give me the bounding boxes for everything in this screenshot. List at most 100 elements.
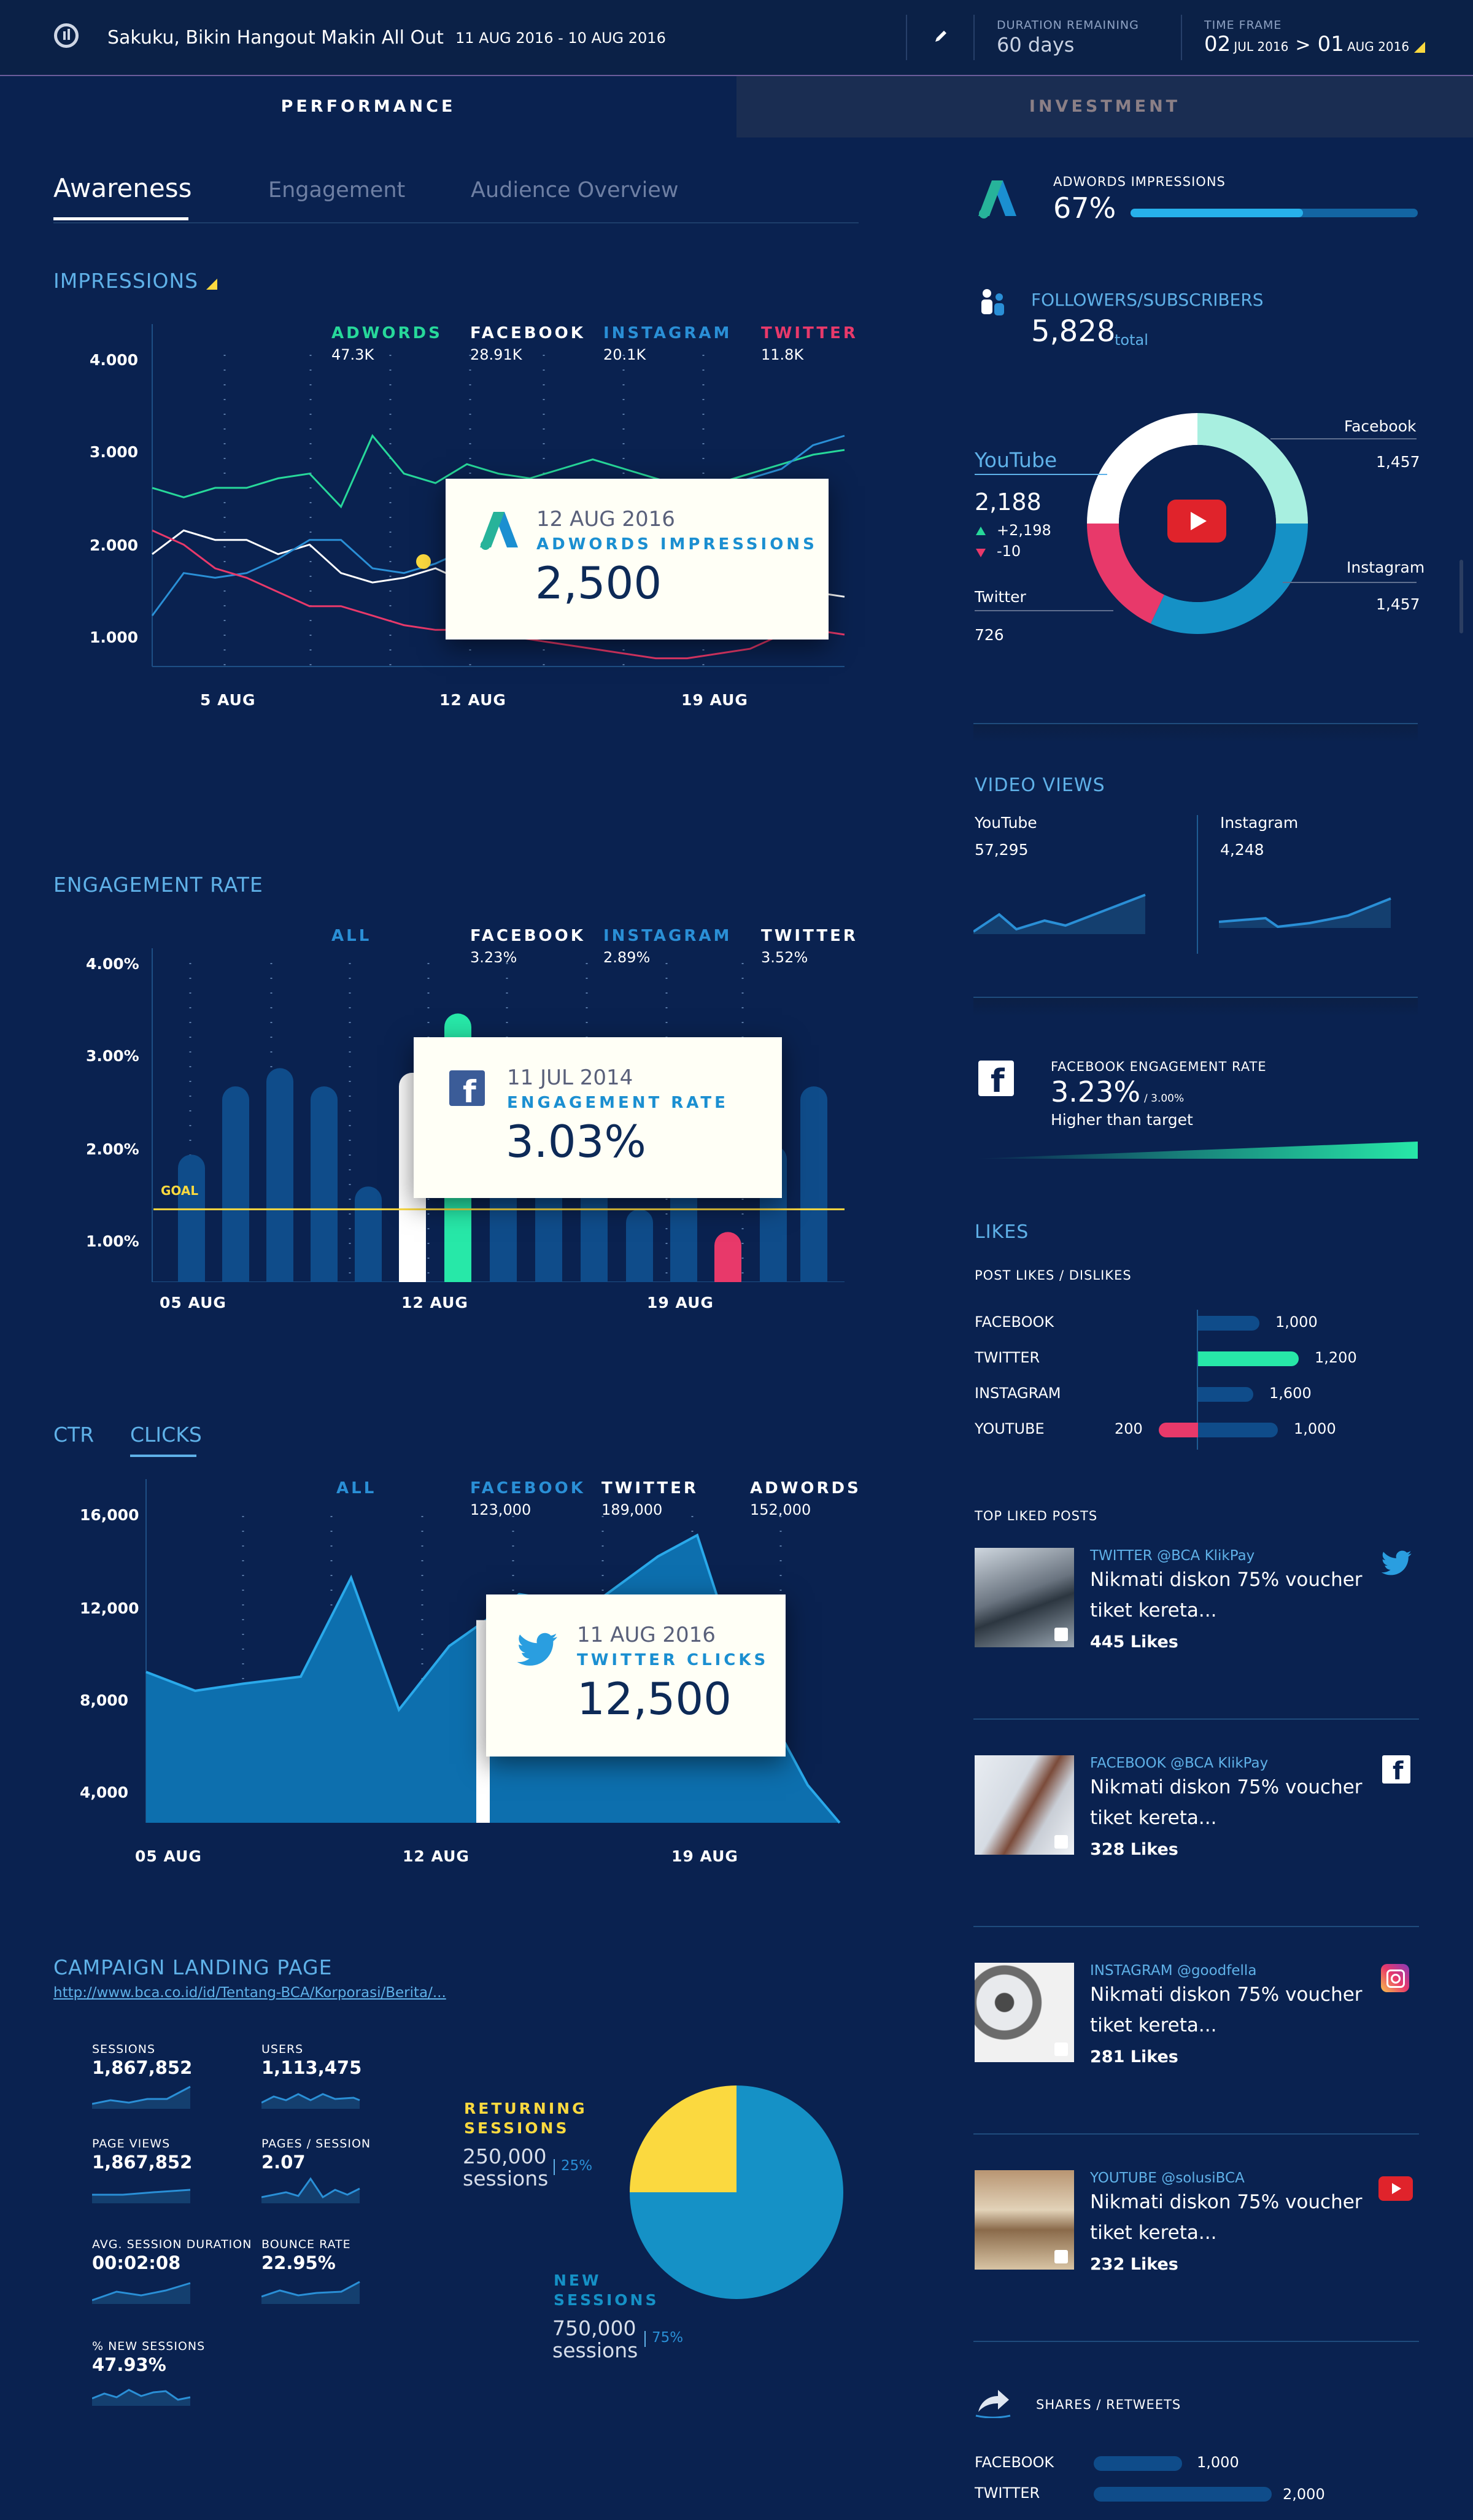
pie-slice[interactable] [630, 2085, 736, 2192]
legend-facebook[interactable]: FACEBOOK [470, 1479, 586, 1498]
post-text: Nikmati diskon 75% voucher [1090, 1984, 1363, 2006]
engagement-bar[interactable] [222, 1086, 249, 1286]
youtube-views-sparkline [973, 894, 1146, 934]
legend-adwords[interactable]: ADWORDS [750, 1479, 861, 1498]
fb-engagement-target: / 3.00% [1144, 1092, 1185, 1105]
subtab-audience-overview[interactable]: Audience Overview [471, 178, 678, 203]
engagement-bar[interactable] [311, 1086, 338, 1286]
donut-segment[interactable] [1087, 413, 1197, 524]
legend-twitter[interactable]: TWITTER [761, 324, 858, 342]
app-logo-icon[interactable] [54, 23, 79, 48]
legend-facebook-value: 123,000 [470, 1501, 532, 1518]
hover-point[interactable] [416, 554, 431, 569]
post-likes: 328 Likes [1090, 1840, 1178, 1859]
engagement-bar[interactable] [355, 1186, 382, 1286]
media-type-icon [1054, 2043, 1068, 2056]
youtube-up-value: +2,198 [997, 522, 1051, 539]
twitter-followers-label: Twitter [975, 588, 1026, 606]
tab-investment[interactable]: INVESTMENT [736, 76, 1473, 137]
y-tick: 3.00% [86, 1047, 139, 1065]
post-text: Nikmati diskon 75% voucher [1090, 2191, 1363, 2213]
timeframe-dropdown-icon[interactable] [1414, 42, 1425, 53]
campaign-title: Sakuku, Bikin Hangout Makin All Out [107, 27, 444, 48]
tab-performance[interactable]: PERFORMANCE [0, 76, 736, 137]
post-source[interactable]: TWITTER @BCA KlikPay [1090, 1548, 1255, 1564]
metric-sparkline [261, 2093, 360, 2109]
tab-clicks[interactable]: CLICKS [130, 1423, 202, 1447]
legend-instagram[interactable]: INSTAGRAM [603, 324, 732, 342]
legend-facebook[interactable]: FACEBOOK [470, 324, 586, 342]
post-source[interactable]: FACEBOOK @BCA KlikPay [1090, 1755, 1269, 1771]
shares-twitter-value: 2,000 [1283, 2486, 1325, 2503]
top-post[interactable]: FACEBOOK @BCA KlikPay Nikmati diskon 75% … [973, 1742, 1419, 1949]
impressions-dropdown-icon[interactable] [206, 279, 217, 290]
youtube-icon [1378, 2176, 1413, 2201]
legend-instagram[interactable]: INSTAGRAM [603, 927, 732, 945]
legend-facebook-value: 28.91K [470, 346, 522, 363]
y-tick: 16,000 [80, 1506, 139, 1524]
engagement-bar[interactable] [714, 1232, 741, 1286]
legend-all[interactable]: ALL [331, 927, 372, 945]
facebook-square-icon: f [978, 1061, 1014, 1097]
engagement-bar[interactable] [800, 1086, 827, 1286]
post-thumbnail[interactable] [975, 1755, 1074, 1855]
likes-platform-label: FACEBOOK [975, 1313, 1054, 1331]
x-tick: 19 AUG [647, 1294, 714, 1312]
y-tick: 8,000 [80, 1691, 129, 1709]
fb-engagement-label: FACEBOOK ENGAGEMENT RATE [1051, 1059, 1267, 1074]
adwords-progress-fill [1131, 209, 1303, 217]
timeframe-selector[interactable]: 02 JUL 2016 > 01 AUG 2016 [1204, 32, 1409, 56]
top-post[interactable]: INSTAGRAM @goodfella Nikmati diskon 75% v… [973, 1949, 1419, 2157]
post-thumbnail[interactable] [975, 1963, 1074, 2062]
legend-facebook[interactable]: FACEBOOK [470, 927, 586, 945]
adwords-impressions-label: ADWORDS IMPRESSIONS [1053, 174, 1226, 189]
subtab-engagement[interactable]: Engagement [268, 178, 405, 203]
tab-ctr[interactable]: CTR [53, 1423, 94, 1447]
post-thumbnail[interactable] [975, 1548, 1074, 1647]
legend-all[interactable]: ALL [336, 1479, 377, 1498]
post-source[interactable]: YOUTUBE @solusiBCA [1090, 2170, 1245, 2186]
pie-slice[interactable] [630, 2085, 843, 2299]
legend-twitter[interactable]: TWITTER [761, 927, 858, 945]
top-post[interactable]: YOUTUBE @solusiBCA Nikmati diskon 75% vou… [973, 2157, 1419, 2364]
legend-adwords-value: 47.3K [331, 346, 374, 363]
y-tick: 1.000 [90, 628, 139, 646]
engagement-bar[interactable] [626, 1209, 653, 1286]
shares-title: SHARES / RETWEETS [1036, 2397, 1181, 2412]
x-tick: 19 AUG [681, 691, 748, 709]
y-tick: 1.00% [86, 1232, 139, 1250]
twitter-followers-value: 726 [975, 626, 1004, 644]
shares-facebook-label: FACEBOOK [975, 2454, 1054, 2471]
metric-label: BOUNCE RATE [261, 2238, 351, 2251]
edit-pencil-icon[interactable] [932, 27, 950, 45]
donut-segment[interactable] [1087, 524, 1164, 624]
legend-adwords[interactable]: ADWORDS [331, 324, 443, 342]
subtab-awareness[interactable]: Awareness [53, 173, 192, 203]
followers-unit: total [1115, 331, 1148, 349]
donut-segment[interactable] [1197, 413, 1308, 524]
post-text: tiket kereta... [1090, 1807, 1217, 1829]
post-source[interactable]: INSTAGRAM @goodfella [1090, 1963, 1257, 1979]
engagement-bar[interactable] [266, 1068, 293, 1286]
likes-value: 1,200 [1315, 1349, 1357, 1366]
engagement-bar[interactable] [178, 1154, 205, 1286]
new-sessions-label: NEW SESSIONS [554, 2271, 659, 2309]
y-tick: 3.000 [90, 443, 139, 461]
metric-label: % NEW SESSIONS [92, 2340, 206, 2353]
post-thumbnail[interactable] [975, 2170, 1074, 2270]
up-arrow-icon [976, 527, 986, 535]
landing-metric: PAGE VIEWS 1,867,852 [92, 2137, 194, 2205]
legend-adwords-value: 152,000 [750, 1501, 811, 1518]
new-sessions-value: 750,000 [552, 2316, 636, 2340]
metric-sparkline [261, 2177, 360, 2203]
donut-segment[interactable] [1150, 524, 1308, 634]
facebook-followers-label: Facebook [1344, 417, 1417, 435]
legend-twitter[interactable]: TWITTER [601, 1479, 698, 1498]
facebook-icon: f [449, 1070, 485, 1107]
landing-url-link[interactable]: http://www.bca.co.id/id/Tentang-BCA/Korp… [53, 1985, 446, 2001]
top-post[interactable]: TWITTER @BCA KlikPay Nikmati diskon 75% v… [973, 1534, 1419, 1742]
tooltip-metric: ADWORDS IMPRESSIONS [536, 535, 818, 554]
legend-twitter-value: 3.52% [761, 949, 808, 966]
scrollbar-thumb[interactable] [1459, 560, 1463, 633]
landing-title: CAMPAIGN LANDING PAGE [53, 1955, 333, 1979]
